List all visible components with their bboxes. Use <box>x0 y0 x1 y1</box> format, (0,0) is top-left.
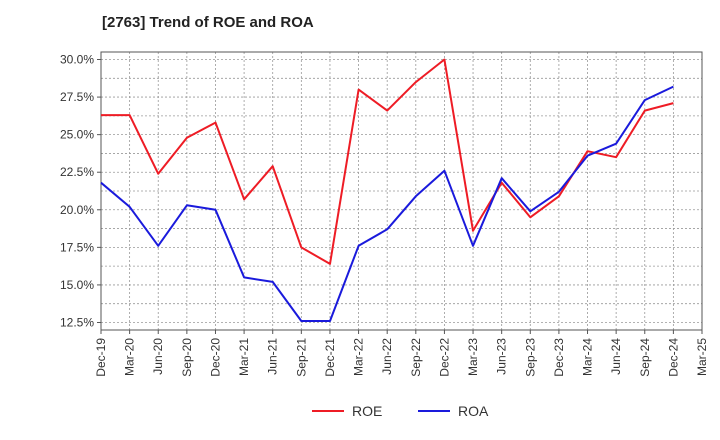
x-tick-label: Jun-24 <box>609 338 623 375</box>
x-tick-label: Mar-20 <box>123 338 137 376</box>
y-tick-label: 17.5% <box>60 240 94 254</box>
x-tick-label: Mar-25 <box>695 338 709 376</box>
legend-label-roe: ROE <box>352 403 382 419</box>
x-tick-label: Jun-22 <box>380 338 394 375</box>
x-tick-label: Dec-23 <box>552 338 566 377</box>
x-tick-label: Jun-23 <box>495 338 509 375</box>
x-tick-label: Sep-21 <box>294 338 308 377</box>
x-tick-label: Mar-21 <box>237 338 251 376</box>
legend-label-roa: ROA <box>458 403 489 419</box>
x-tick-label: Mar-24 <box>581 338 595 376</box>
x-tick-label: Dec-19 <box>94 338 108 377</box>
x-tick-label: Dec-22 <box>437 338 451 377</box>
x-tick-label: Dec-21 <box>323 338 337 377</box>
x-tick-label: Sep-24 <box>638 338 652 377</box>
x-tick-label: Mar-23 <box>466 338 480 376</box>
y-tick-label: 25.0% <box>60 128 94 142</box>
y-tick-label: 30.0% <box>60 53 94 67</box>
y-tick-label: 22.5% <box>60 165 94 179</box>
x-tick-label: Sep-22 <box>409 338 423 377</box>
x-tick-label: Dec-24 <box>666 338 680 377</box>
x-tick-label: Mar-22 <box>352 338 366 376</box>
y-tick-label: 20.0% <box>60 203 94 217</box>
x-tick-label: Sep-23 <box>523 338 537 377</box>
y-tick-label: 12.5% <box>60 315 94 329</box>
x-tick-label: Jun-20 <box>151 338 165 375</box>
plot-frame <box>100 51 703 331</box>
x-tick-label: Sep-20 <box>180 338 194 377</box>
y-tick-label: 15.0% <box>60 278 94 292</box>
x-tick-label: Dec-20 <box>208 338 222 377</box>
chart-title: [2763] Trend of ROE and ROA <box>102 14 314 31</box>
series-line-roa <box>100 85 674 322</box>
x-tick-label: Jun-21 <box>266 338 280 375</box>
y-tick-label: 27.5% <box>60 90 94 104</box>
